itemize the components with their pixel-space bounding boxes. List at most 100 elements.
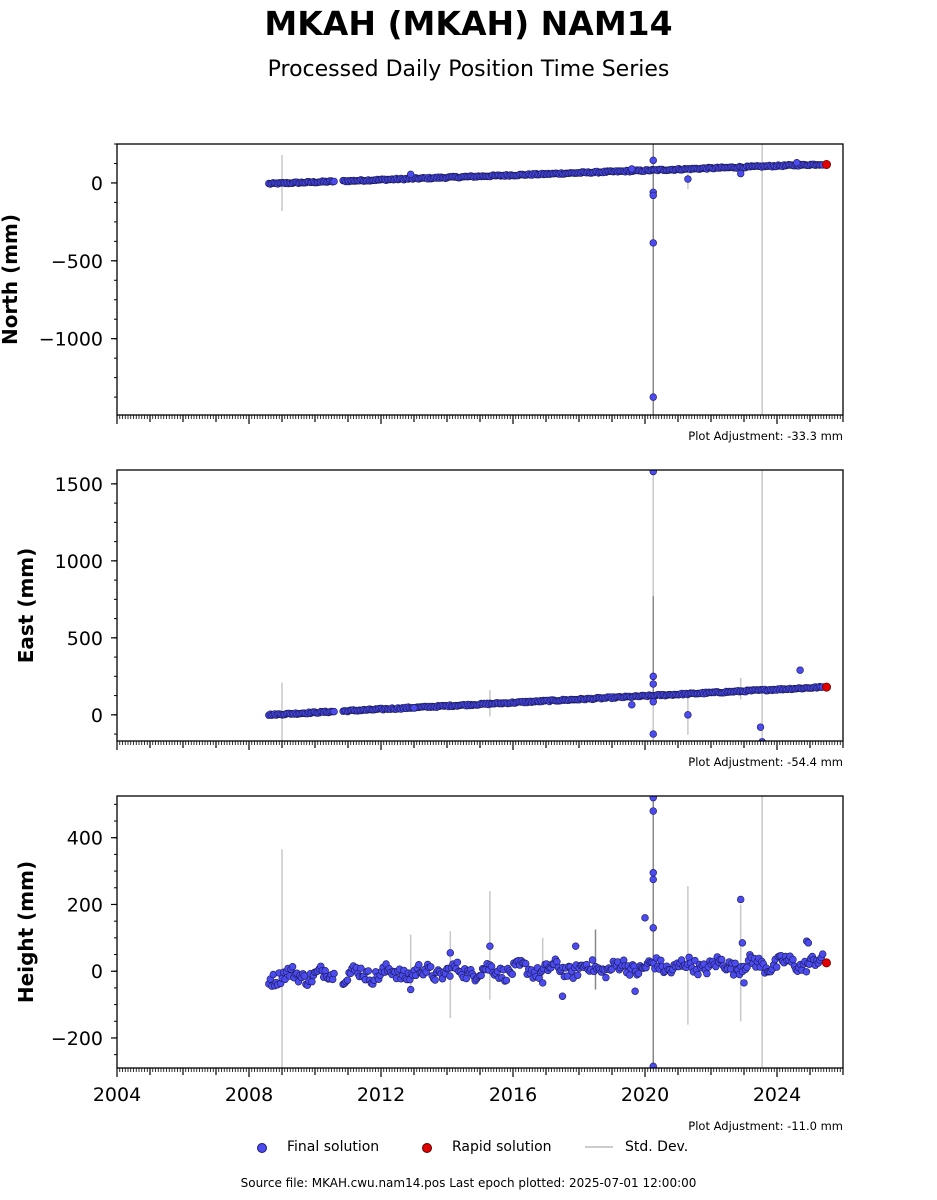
north-ylabel: North (mm) (0, 214, 22, 345)
east-outlier-point (649, 730, 657, 738)
height-outlier-point (649, 1062, 657, 1068)
height-outlier-point (649, 869, 657, 877)
height-data-point (462, 974, 470, 983)
chart-title: MKAH (MKAH) NAM14 (264, 4, 673, 43)
height-data-point (717, 955, 726, 964)
height-ytick-label: 0 (91, 961, 103, 983)
height-data-point (588, 956, 597, 964)
east-data-point (330, 707, 338, 716)
height-outlier-point (738, 939, 747, 947)
east-ytick-label: 1000 (55, 551, 103, 573)
height-outlier-point (740, 979, 748, 987)
height-outlier-point (486, 942, 494, 950)
north-outlier-point (628, 165, 636, 173)
east-outlier-point (758, 738, 766, 741)
height-data-point (427, 963, 435, 971)
xtick-label: 2012 (357, 1084, 405, 1106)
north-rapid-point (821, 160, 831, 170)
height-data-point (694, 970, 702, 979)
east-ytick-label: 0 (91, 705, 103, 727)
height-plot-adjustment: Plot Adjustment: -11.0 mm (688, 1119, 843, 1133)
north-outlier-point (649, 239, 657, 247)
height-outlier-point (804, 939, 813, 947)
height-data-point (502, 976, 511, 985)
height-data-point (634, 969, 643, 978)
xtick-label: 2024 (753, 1084, 801, 1106)
height-data-point (602, 973, 610, 982)
east-ytick-label: 1500 (55, 474, 103, 496)
height-data-point (703, 969, 711, 978)
xtick-label: 2004 (93, 1084, 141, 1106)
xtick-label: 2008 (225, 1084, 273, 1106)
height-outlier-point (538, 979, 547, 987)
height-plot-area (265, 796, 831, 1068)
xtick-label: 2016 (489, 1084, 537, 1106)
height-data-point (415, 960, 423, 969)
east-ylabel: East (mm) (14, 548, 38, 664)
height-data-point (431, 976, 439, 984)
height-data-point (364, 967, 372, 975)
height-frame (116, 795, 844, 1069)
height-data-point (321, 966, 329, 975)
height-panel: 400 200 0 −200 Height (mm) 2004 2008 2012 2016 20… (14, 795, 844, 1106)
height-data-point (772, 963, 781, 971)
height-outlier-point (631, 987, 639, 995)
east-outlier-point (796, 666, 804, 674)
height-data-point (802, 968, 811, 976)
height-data-point (487, 962, 496, 971)
height-ytick-label: −200 (51, 1028, 103, 1050)
legend-final-label: Final solution (287, 1139, 380, 1155)
north-outlier-point (793, 158, 801, 167)
height-data-point (625, 971, 634, 979)
height-data-point (657, 956, 665, 964)
height-outlier-point (649, 924, 657, 932)
east-outlier-point (684, 711, 692, 719)
height-data-point (308, 977, 316, 986)
legend-std-label: Std. Dev. (625, 1139, 689, 1155)
legend-rapid-label: Rapid solution (452, 1139, 552, 1155)
east-plot-area (265, 470, 831, 741)
north-outlier-point (649, 393, 657, 401)
height-data-point (357, 964, 365, 972)
height-data-point (789, 955, 797, 964)
north-plot-area (265, 144, 831, 415)
north-outlier-point (736, 169, 745, 178)
height-data-point (446, 972, 454, 980)
chart-legend: Final solution Rapid solution Std. Dev. (0, 1137, 937, 1157)
height-rapid-point (821, 958, 831, 968)
height-outlier-point (649, 875, 657, 884)
east-rapid-point (821, 682, 831, 692)
height-data-point (743, 963, 751, 971)
xtick-label: 2020 (621, 1084, 669, 1106)
east-outlier-point (756, 723, 765, 731)
east-plot-adjustment: Plot Adjustment: -54.4 mm (688, 755, 843, 769)
east-outlier-point (410, 704, 418, 712)
std-dev-line-marker (585, 1146, 613, 1148)
east-outlier-point (649, 470, 657, 476)
east-outlier-point (649, 698, 657, 706)
north-ytick-label: −500 (51, 251, 103, 273)
north-panel: 0 −500 −1000 North (mm) (0, 143, 844, 424)
height-data-point (343, 976, 352, 984)
final-solution-marker (257, 1143, 267, 1153)
height-ylabel: Height (mm) (14, 861, 38, 1003)
height-outlier-point (736, 895, 745, 904)
height-outlier-point (649, 796, 657, 802)
height-data-point (508, 970, 516, 978)
north-outlier-point (684, 175, 692, 183)
north-outlier-point (407, 170, 415, 179)
east-outlier-point (649, 672, 657, 681)
height-data-point (521, 959, 530, 968)
height-data-point (330, 969, 338, 978)
north-frame (116, 143, 844, 416)
rapid-solution-marker (422, 1143, 432, 1153)
height-outlier-point (571, 942, 580, 950)
east-outlier-point (649, 680, 657, 688)
source-footer: Source file: MKAH.cwu.nam14.pos Last epo… (240, 1176, 697, 1190)
north-data-point (330, 177, 338, 186)
height-data-point (288, 962, 297, 971)
height-outlier-point (641, 914, 649, 922)
height-outlier-point (558, 992, 567, 1000)
height-data-point (573, 971, 582, 979)
